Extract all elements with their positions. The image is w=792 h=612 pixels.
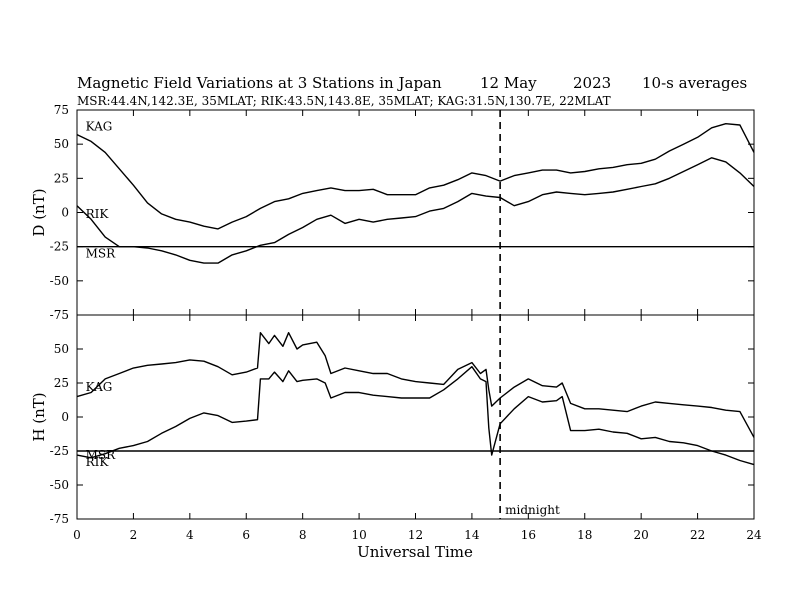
series-d-kag [76,123,755,230]
series-h-kag [76,332,755,438]
midnight-marker: midnight [499,110,560,519]
y-tick-label: 0 [61,410,69,424]
y-tick-label: -25 [50,240,69,254]
x-tick-label: 2 [130,528,138,542]
x-tick-label: 8 [299,528,307,542]
y-tick-label: 75 [54,103,69,117]
x-tick-label: 12 [408,528,423,542]
series-label-h-kag: KAG [86,380,113,394]
x-tick-label: 10 [351,528,366,542]
x-axis-ticks: 0 2 4 6 8 10 12 14 16 18 20 22 24 [73,528,762,542]
y-tick-label: 50 [54,342,69,356]
y-tick-label: 0 [61,206,69,220]
y-tick-label: 25 [54,376,69,390]
x-tick-label: 6 [242,528,250,542]
y-tick-label: -75 [50,512,69,526]
y-tick-label: -50 [50,274,69,288]
x-tick-label: 0 [73,528,81,542]
series-d-rik [76,157,755,264]
x-tick-label: 4 [186,528,194,542]
x-tick-label: 18 [577,528,592,542]
y-tick-label: -25 [50,444,69,458]
chart-subtitle: MSR:44.4N,142.3E, 35MLAT; RIK:43.5N,143.… [77,94,611,108]
x-tick-label: 22 [690,528,705,542]
series-label-d-rik: RIK [86,207,110,221]
panel-d-y-axis-label: D (nT) [30,188,48,236]
series-label-h-msr: MSR [86,448,117,462]
panel-h-y-axis-label: H (nT) [30,392,48,441]
chart-year: 2023 [573,74,611,92]
x-axis-label: Universal Time [357,543,473,561]
x-tick-label: 14 [464,528,480,542]
x-tick-label: 24 [746,528,762,542]
chart-averaging: 10-s averages [642,74,747,92]
chart-date: 12 May [480,74,537,92]
panel-d: 75 50 25 0 -25 -50 -75 D (nT) KAG RIK MSR [30,103,755,322]
y-tick-label: -75 [50,308,69,322]
y-tick-label: 50 [54,137,69,151]
x-tick-label: 16 [521,528,536,542]
series-label-d-msr: MSR [86,247,117,261]
y-tick-label: -50 [50,478,69,492]
panel-h-frame [76,314,755,520]
y-tick-label: 25 [54,171,69,185]
panel-d-frame [76,109,755,316]
series-label-h-rik: RIK [86,455,110,469]
series-label-d-kag: KAG [86,120,113,134]
series-h-rik [76,366,755,466]
chart-title: Magnetic Field Variations at 3 Stations … [77,74,442,92]
x-tick-label: 20 [634,528,649,542]
midnight-label: midnight [505,503,560,517]
